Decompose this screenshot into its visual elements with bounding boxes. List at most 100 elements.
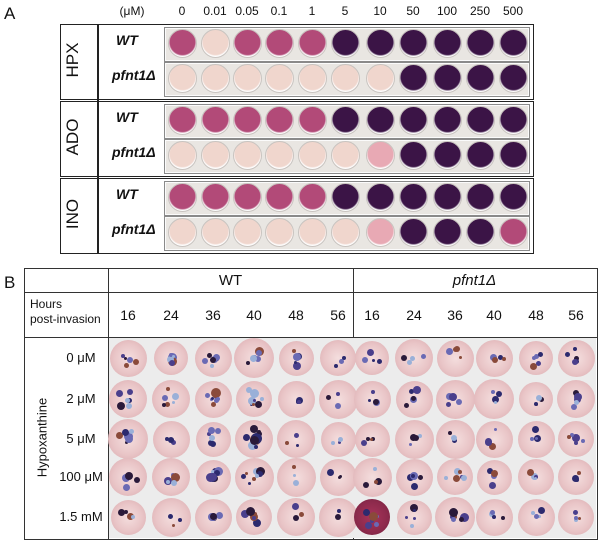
parasite-stain — [248, 481, 252, 485]
parasite-stain — [133, 477, 140, 484]
parasite-stain — [161, 394, 168, 401]
well — [365, 183, 395, 212]
well — [232, 218, 262, 247]
parasite-stain — [171, 355, 175, 359]
parasite-stain — [254, 400, 262, 408]
parasite-stain — [210, 401, 216, 407]
well — [365, 141, 395, 170]
parasite-stain — [209, 357, 216, 364]
parasite-stain — [567, 435, 572, 440]
parasite-stain — [297, 399, 302, 404]
parasite-stain — [489, 482, 497, 490]
parasite-stain — [534, 354, 540, 359]
parasite-stain — [564, 352, 570, 358]
parasite-stain — [534, 435, 542, 443]
well — [330, 183, 360, 212]
parasite-stain — [444, 475, 449, 480]
concentration-row-label: 100 μM — [59, 469, 103, 484]
parasite-stain — [574, 516, 579, 521]
parasite-stain — [207, 427, 215, 435]
well — [432, 106, 462, 135]
well — [167, 141, 197, 170]
well — [200, 183, 230, 212]
parasite-stain — [325, 395, 331, 401]
parasite-stain — [572, 358, 579, 365]
well — [167, 64, 197, 93]
infected-red-blood-cell — [152, 380, 190, 418]
well — [297, 218, 327, 247]
parasite-stain — [121, 354, 126, 359]
well — [200, 106, 230, 135]
parasite-stain — [247, 397, 256, 406]
parasite-stain — [126, 388, 133, 395]
well — [330, 29, 360, 58]
parasite-stain — [334, 402, 341, 409]
parasite-stain — [245, 507, 255, 517]
well — [232, 64, 262, 93]
parasite-stain — [360, 439, 367, 446]
strain-header-pfnt1: pfnt1Δ — [452, 272, 497, 289]
parasite-stain — [458, 470, 463, 475]
parasite-stain — [252, 402, 256, 406]
parasite-stain — [412, 435, 419, 442]
parasite-stain — [572, 347, 577, 352]
infected-red-blood-cell — [320, 340, 356, 376]
well — [498, 64, 528, 93]
parasite-stain — [298, 511, 304, 517]
parasite-stain — [449, 515, 454, 520]
well — [398, 183, 428, 212]
parasite-stain — [573, 389, 580, 396]
parasite-stain — [206, 432, 211, 437]
parasite-stain — [369, 512, 379, 522]
parasite-stain — [417, 474, 423, 480]
parasite-stain — [363, 481, 370, 488]
well — [264, 218, 294, 247]
parasite-stain — [338, 475, 342, 479]
parasite-stain — [210, 470, 215, 475]
parasite-stain — [410, 483, 418, 491]
strain-header-wt: WT — [218, 272, 243, 289]
concentration-row-label: 0 μM — [66, 350, 96, 365]
parasite-stain — [293, 361, 297, 365]
parasite-stain — [526, 469, 534, 477]
group-divider — [97, 101, 99, 178]
infected-red-blood-cell — [318, 379, 358, 419]
parasite-stain — [292, 349, 297, 354]
infected-red-blood-cell — [475, 420, 513, 458]
parasite-stain — [212, 353, 220, 361]
parasite-stain — [375, 477, 383, 485]
parasite-stain — [574, 440, 579, 445]
well — [297, 64, 327, 93]
parasite-stain — [336, 508, 341, 513]
parasite-stain — [577, 470, 582, 475]
well — [330, 218, 360, 247]
infected-red-blood-cell — [353, 380, 391, 418]
concentration-label: 5 — [341, 4, 349, 18]
parasite-stain — [410, 524, 415, 529]
parasite-stain — [254, 474, 259, 479]
well — [432, 141, 462, 170]
parasite-stain — [124, 509, 129, 514]
concentration-label: 10 — [373, 4, 387, 18]
well — [498, 106, 528, 135]
parasite-stain — [376, 359, 382, 365]
parasite-stain — [168, 360, 175, 367]
well — [498, 29, 528, 58]
parasite-stain — [171, 393, 179, 401]
parasite-stain — [371, 359, 375, 363]
parasite-stain — [451, 434, 458, 441]
parasite-stain — [459, 512, 469, 522]
parasite-stain — [456, 398, 463, 405]
parasite-stain — [578, 516, 582, 520]
well — [498, 183, 528, 212]
parasite-stain — [170, 472, 180, 482]
grid-line — [24, 337, 597, 338]
parasite-stain — [449, 393, 458, 402]
parasite-stain — [412, 385, 421, 394]
parasite-stain — [537, 515, 541, 519]
parasite-stain — [171, 523, 175, 527]
parasite-stain — [574, 355, 580, 361]
parasite-stain — [338, 441, 342, 445]
parasite-stain — [240, 473, 246, 479]
well — [498, 141, 528, 170]
